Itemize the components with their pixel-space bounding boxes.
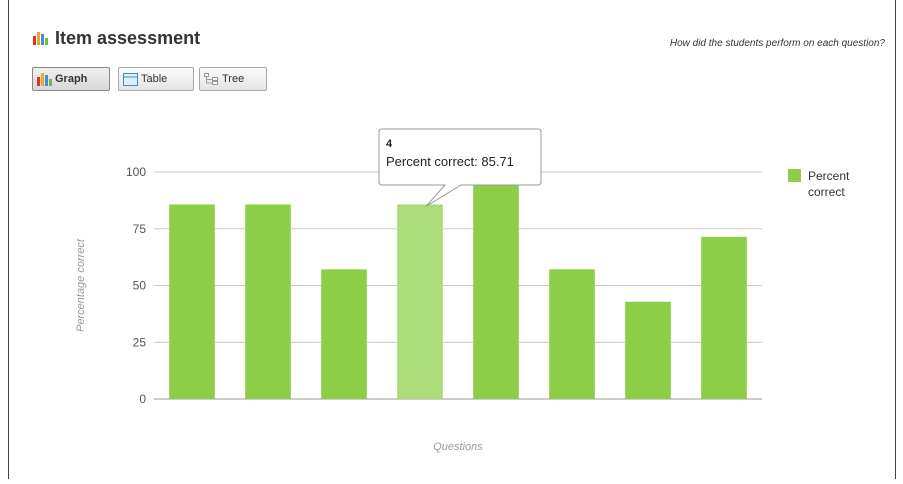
table-icon: [123, 72, 138, 86]
bar-question-7[interactable]: [625, 301, 671, 399]
table-button-label: Table: [141, 73, 168, 86]
tree-button-label: Tree: [222, 73, 245, 86]
bar-question-4[interactable]: [397, 204, 443, 399]
bar-question-5[interactable]: [473, 172, 519, 399]
bar-question-3[interactable]: [321, 269, 367, 399]
item-assessment-chart: 0 25 50 75 100 Percentage correct Questions Per…: [75, 128, 850, 453]
legend-label: Percent correct: [808, 169, 850, 199]
x-axis-label: Questions: [433, 441, 483, 453]
tooltip-box: [378, 128, 542, 207]
tree-icon: [204, 72, 218, 85]
bar-chart-icon: [33, 32, 48, 45]
tooltip: 4 Percent correct: 85.71: [378, 128, 542, 207]
tooltip-title: 4: [386, 138, 393, 150]
table-button[interactable]: Table: [118, 67, 194, 91]
item-assessment-panel: Item assessment How did the students per…: [8, 0, 896, 479]
panel-subtitle: How did the students perform on each que…: [669, 38, 885, 49]
y-tick-label: 50: [133, 279, 147, 293]
bar-question-6[interactable]: [549, 269, 595, 399]
graph-button-label: Graph: [55, 73, 88, 86]
panel-header: Item assessment How did the students per…: [33, 28, 885, 52]
y-axis-label: Percentage correct: [75, 238, 87, 332]
y-tick-label: 100: [126, 165, 146, 179]
bar-question-1[interactable]: [169, 204, 215, 399]
tree-button[interactable]: Tree: [199, 67, 267, 91]
legend-swatch: [788, 169, 801, 182]
bar-question-8[interactable]: [701, 236, 747, 399]
tooltip-text: Percent correct: 85.71: [386, 154, 514, 169]
y-tick-label: 0: [139, 392, 146, 406]
bar-chart-icon: [37, 72, 52, 86]
panel-title: Item assessment: [55, 28, 201, 48]
y-tick-label: 75: [133, 222, 147, 236]
bar-question-2[interactable]: [245, 204, 291, 399]
y-tick-label: 25: [133, 335, 147, 349]
graph-button[interactable]: Graph: [32, 67, 110, 91]
chart-area: 0 25 50 75 100 Percentage correct Questions Per…: [9, 100, 897, 479]
